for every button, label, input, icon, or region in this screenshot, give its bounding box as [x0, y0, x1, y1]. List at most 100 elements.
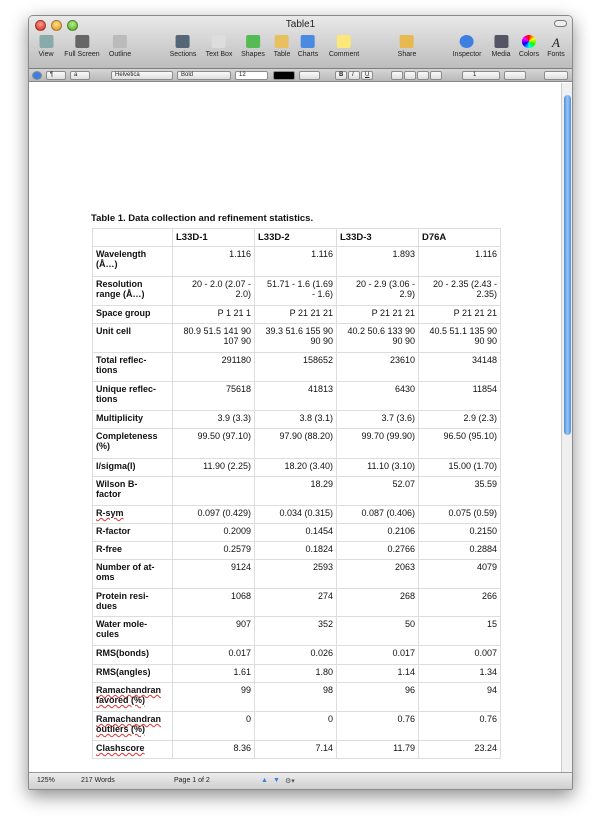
row-label[interactable]: RMS(bonds): [92, 645, 173, 665]
table-cell[interactable]: 274: [254, 588, 337, 617]
close-button[interactable]: [35, 20, 46, 31]
column-header[interactable]: L33D-1: [172, 228, 255, 247]
table-cell[interactable]: 0.034 (0.315): [254, 505, 337, 524]
row-label[interactable]: R-free: [92, 541, 173, 560]
table-cell[interactable]: 0: [172, 711, 255, 741]
toolbar-full-screen-button[interactable]: Full Screen: [64, 33, 100, 58]
underline-button[interactable]: U: [361, 71, 373, 80]
table-cell[interactable]: 3.9 (3.3): [172, 410, 255, 429]
table-cell[interactable]: 18.20 (3.40): [254, 458, 337, 477]
table-cell[interactable]: 266: [418, 588, 501, 617]
list-style-popup[interactable]: [544, 71, 568, 80]
toolbar-share-button[interactable]: Share: [398, 33, 416, 58]
table-cell[interactable]: 9124: [172, 559, 255, 589]
zoom-button[interactable]: [67, 20, 78, 31]
table-cell[interactable]: 80.9 51.5 141 90 107 90: [172, 323, 255, 353]
table-cell[interactable]: 52.07: [336, 476, 419, 506]
styles-drawer-button[interactable]: [32, 71, 42, 80]
table-cell[interactable]: 23.24: [418, 740, 501, 759]
table-cell[interactable]: 51.71 - 1.6 (1.69 - 1.6): [254, 276, 337, 306]
table-cell[interactable]: 34148: [418, 352, 501, 382]
table-cell[interactable]: 50: [336, 616, 419, 646]
column-header[interactable]: D76A: [418, 228, 501, 247]
row-label[interactable]: Protein resi- dues: [92, 588, 173, 617]
toolbar-inspector-button[interactable]: Inspector: [453, 33, 481, 58]
text-color-well[interactable]: [273, 71, 295, 80]
table-cell[interactable]: 94: [418, 682, 501, 712]
table-cell[interactable]: 1.14: [336, 664, 419, 683]
row-label[interactable]: Multiplicity: [92, 410, 173, 429]
next-page-icon[interactable]: ▼: [273, 777, 280, 784]
row-label[interactable]: R-factor: [92, 523, 173, 542]
zoom-popup[interactable]: 125%: [37, 777, 55, 784]
columns-popup[interactable]: [504, 71, 526, 80]
table-cell[interactable]: 0.1824: [254, 541, 337, 560]
table-cell[interactable]: 0.2766: [336, 541, 419, 560]
table-cell[interactable]: 0.026: [254, 645, 337, 665]
column-header[interactable]: L33D-2: [254, 228, 337, 247]
table-cell[interactable]: 0.2106: [336, 523, 419, 542]
row-label[interactable]: Resolution range (Å…): [92, 276, 173, 306]
toolbar-text-box-button[interactable]: Text Box: [206, 33, 232, 58]
toolbar-outline-button[interactable]: Outline: [109, 33, 131, 58]
table-cell[interactable]: 23610: [336, 352, 419, 382]
row-label[interactable]: Wavelength (Å…): [92, 246, 173, 277]
minimize-button[interactable]: [51, 20, 62, 31]
row-label[interactable]: I/sigma(I): [92, 458, 173, 477]
table-cell[interactable]: 7.14: [254, 740, 337, 759]
table-cell[interactable]: 98: [254, 682, 337, 712]
toolbar-sections-button[interactable]: Sections: [170, 33, 196, 58]
table-cell[interactable]: 97.90 (88.20): [254, 428, 337, 459]
justify-button[interactable]: [430, 71, 442, 80]
font-style-popup[interactable]: Bold: [177, 71, 231, 80]
align-left-button[interactable]: [391, 71, 403, 80]
table-cell[interactable]: 0.075 (0.59): [418, 505, 501, 524]
data-table[interactable]: L33D-1 L33D-2 L33D-3 D76A Wavelength (Å…) 1.…: [92, 228, 501, 759]
table-cell[interactable]: 96: [336, 682, 419, 712]
italic-button[interactable]: I: [348, 71, 360, 80]
toolbar-view-button[interactable]: View: [38, 33, 54, 58]
table-cell[interactable]: 1.116: [172, 246, 255, 277]
character-style-popup[interactable]: a: [70, 71, 90, 80]
table-cell[interactable]: 8.36: [172, 740, 255, 759]
table-cell[interactable]: 1.34: [418, 664, 501, 683]
table-cell[interactable]: 0.2579: [172, 541, 255, 560]
table-cell[interactable]: 40.2 50.6 133 90 90 90: [336, 323, 419, 353]
table-cell[interactable]: 0.017: [172, 645, 255, 665]
table-cell[interactable]: [172, 476, 255, 506]
toolbar-fonts-button[interactable]: A Fonts: [547, 33, 565, 58]
table-cell[interactable]: 0.2884: [418, 541, 501, 560]
row-label[interactable]: Clashscore: [92, 740, 173, 759]
table-cell[interactable]: 35.59: [418, 476, 501, 506]
table-cell[interactable]: 2593: [254, 559, 337, 589]
table-cell[interactable]: 20 - 2.0 (2.07 - 2.0): [172, 276, 255, 306]
table-cell[interactable]: 11.79: [336, 740, 419, 759]
scroll-thumb[interactable]: [564, 95, 571, 435]
table-cell[interactable]: 0.2150: [418, 523, 501, 542]
table-cell[interactable]: P 21 21 21: [254, 305, 337, 324]
table-cell[interactable]: 20 - 2.35 (2.43 - 2.35): [418, 276, 501, 306]
highlight-color-well[interactable]: [299, 71, 320, 80]
table-cell[interactable]: 75618: [172, 381, 255, 411]
table-cell[interactable]: 3.8 (3.1): [254, 410, 337, 429]
table-cell[interactable]: 1.80: [254, 664, 337, 683]
row-label[interactable]: Unit cell: [92, 323, 173, 353]
toolbar-charts-button[interactable]: Charts: [298, 33, 318, 58]
table-cell[interactable]: P 1 21 1: [172, 305, 255, 324]
align-right-button[interactable]: [417, 71, 429, 80]
table-cell[interactable]: 0.007: [418, 645, 501, 665]
table-cell[interactable]: 2063: [336, 559, 419, 589]
font-family-popup[interactable]: Helvetica: [111, 71, 173, 80]
line-spacing-popup[interactable]: 1: [462, 71, 500, 80]
table-cell[interactable]: 41813: [254, 381, 337, 411]
bold-button[interactable]: B: [335, 71, 347, 80]
table-cell[interactable]: 0.1454: [254, 523, 337, 542]
table-cell[interactable]: 4079: [418, 559, 501, 589]
table-cell[interactable]: 0.017: [336, 645, 419, 665]
table-cell[interactable]: P 21 21 21: [418, 305, 501, 324]
table-cell[interactable]: 0.087 (0.406): [336, 505, 419, 524]
table-cell[interactable]: 11854: [418, 381, 501, 411]
row-label[interactable]: Space group: [92, 305, 173, 324]
table-cell[interactable]: 11.10 (3.10): [336, 458, 419, 477]
row-label[interactable]: Total reflec- tions: [92, 352, 173, 382]
